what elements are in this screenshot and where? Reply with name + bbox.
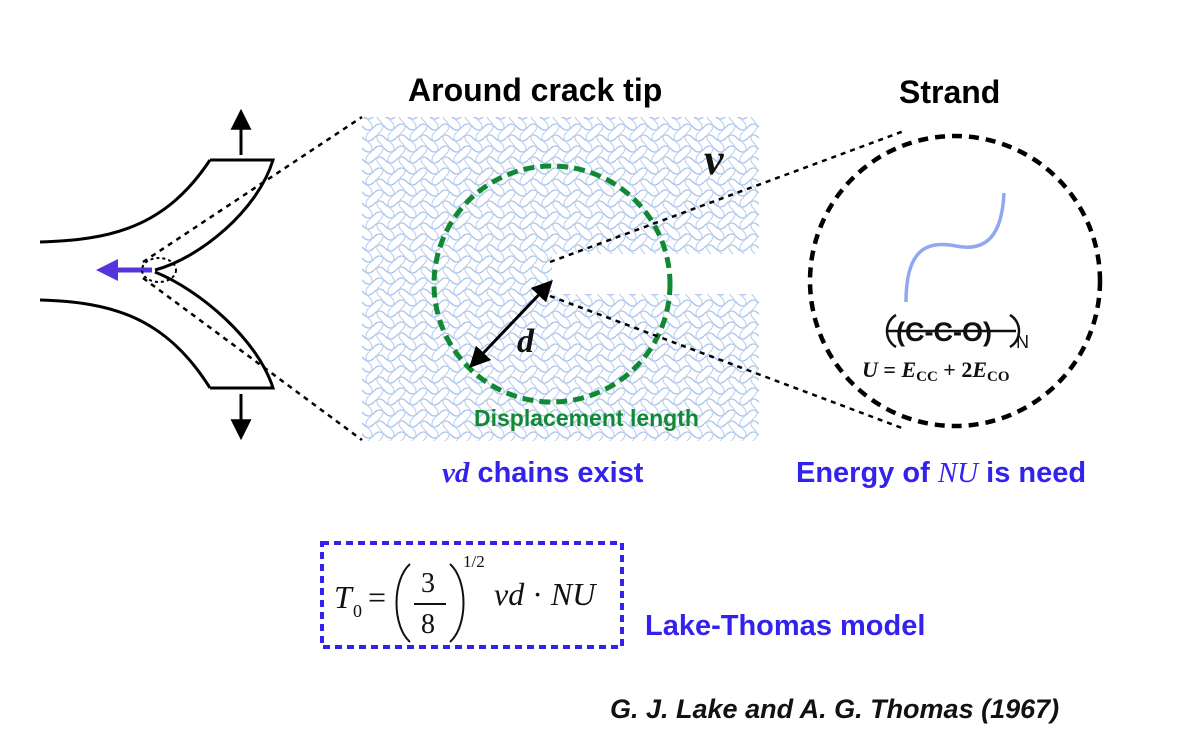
nu-label: ν — [704, 135, 724, 184]
zoom-lines-right — [549, 129, 905, 430]
d-label: d — [517, 323, 535, 360]
lower-jaw — [154, 270, 276, 390]
title-around-crack-tip: Around crack tip — [408, 72, 662, 108]
crack-direction-arrow — [96, 259, 152, 281]
network-mesh — [362, 117, 759, 441]
chains-caption: νd chains exist — [442, 457, 644, 489]
svg-text:=: = — [368, 579, 386, 615]
svg-text:νd · NU: νd · NU — [494, 576, 597, 612]
svg-text:8: 8 — [421, 609, 435, 640]
strand-energy: U = ECC + 2ECO — [862, 357, 1010, 385]
equation-box — [320, 541, 624, 649]
monomer-subscript: N — [1016, 332, 1029, 352]
monomer-formula: (C-C-O) — [896, 317, 992, 347]
zoom-lines-left — [142, 115, 363, 442]
strand-circle — [807, 133, 1103, 429]
displacement-length-label: Displacement length — [474, 405, 699, 431]
energy-caption: Energy of NU is need — [796, 457, 1086, 489]
lake-thomas-equation: T 0 = 3 8 1/2 νd · NU — [334, 552, 597, 643]
svg-text:0: 0 — [353, 601, 362, 621]
svg-text:3: 3 — [421, 568, 435, 599]
strand-curve — [904, 192, 1006, 303]
lower-crack-face — [39, 298, 212, 389]
title-strand: Strand — [899, 74, 1000, 110]
displacement-circle — [431, 163, 673, 405]
d-arrow — [469, 279, 553, 369]
svg-text:T: T — [334, 579, 354, 615]
model-label: Lake-Thomas model — [645, 610, 925, 642]
crack-specimen — [39, 108, 276, 441]
upper-crack-face — [39, 159, 212, 244]
strand-formula: (C-C-O) N — [885, 313, 1029, 352]
upper-jaw — [154, 158, 276, 272]
crack-tip-zoom-circle — [141, 257, 177, 283]
citation: G. J. Lake and A. G. Thomas (1967) — [610, 694, 1059, 724]
svg-text:1/2: 1/2 — [463, 552, 485, 571]
